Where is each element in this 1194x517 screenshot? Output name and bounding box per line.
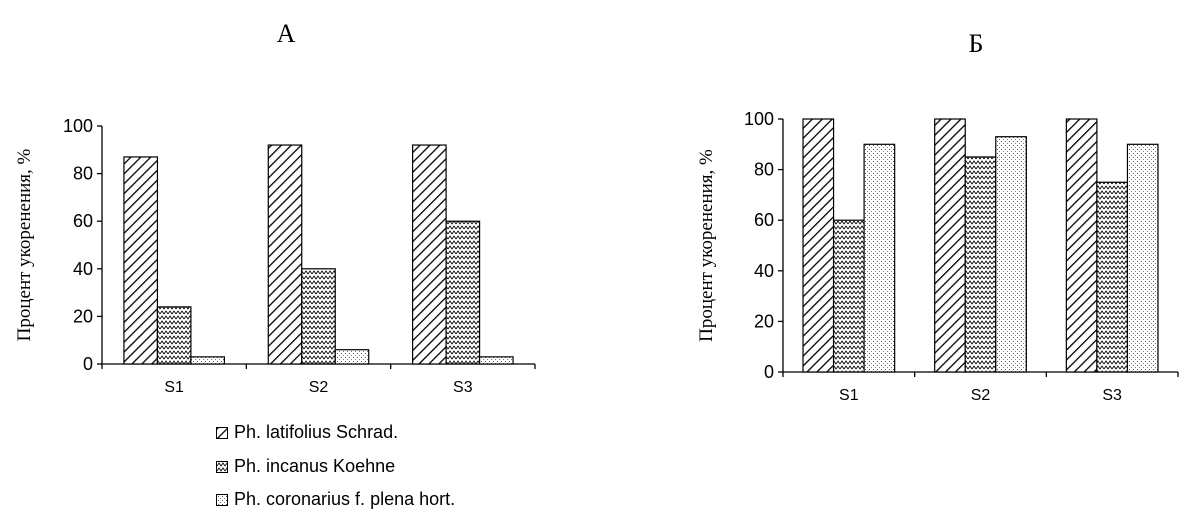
- chart-a: А Процент укоренения, % 0 20 40 60 80 100 S1 S2 S3: [14, 19, 536, 396]
- legend-item-incanus: Ph. incanus Koehne: [216, 456, 395, 477]
- legend-swatch-dots: [216, 493, 228, 506]
- bar-dots: [478, 356, 514, 365]
- bar-diagonal: [934, 118, 966, 373]
- bar-zigzag: [832, 219, 865, 373]
- y-tick-label: 0: [764, 362, 774, 382]
- chart-title: А: [277, 19, 296, 48]
- bar-diagonal: [1065, 118, 1098, 373]
- x-tick-label: S2: [309, 379, 329, 396]
- y-tick-label: 100: [744, 109, 774, 129]
- y-axis-label: Процент укоренения, %: [14, 148, 35, 341]
- bar-diagonal: [802, 118, 835, 373]
- y-tick-label: 100: [63, 116, 93, 136]
- bar-dots: [995, 136, 1027, 373]
- y-tick-label: 80: [754, 160, 774, 180]
- bar-zigzag: [445, 220, 481, 365]
- bar-dots: [334, 349, 370, 365]
- bar-zigzag: [1096, 181, 1129, 373]
- bar-dots: [190, 356, 225, 365]
- chart-b: Б Процент укоренения, % 0 20 40 60 80 100 S1 S2 S3: [696, 29, 1179, 404]
- legend-swatch-zigzag: [216, 460, 228, 473]
- bar-diagonal: [123, 156, 159, 365]
- y-tick-label: 40: [73, 259, 93, 279]
- x-tick-label: S1: [164, 379, 184, 396]
- bar-dots: [863, 143, 896, 373]
- y-tick-label: 60: [754, 210, 774, 230]
- x-tick-label: S3: [453, 379, 473, 396]
- x-tick-label: S3: [1102, 387, 1122, 404]
- x-tick-label: S2: [971, 387, 991, 404]
- bar-zigzag: [964, 156, 997, 373]
- y-tick-label: 60: [73, 211, 93, 231]
- bar-diagonal: [412, 144, 447, 365]
- x-tick-label: S1: [839, 387, 859, 404]
- legend-label: Ph. coronarius f. plena hort.: [234, 489, 456, 509]
- legend-item-coronarius: Ph. coronarius f. plena hort.: [216, 489, 455, 510]
- y-tick-label: 0: [83, 354, 93, 374]
- chart-title: Б: [969, 29, 984, 58]
- y-tick-label: 40: [754, 261, 774, 281]
- legend-label: Ph. incanus Koehne: [234, 456, 396, 476]
- bar-dots: [1126, 143, 1159, 373]
- bar-zigzag: [156, 306, 192, 365]
- y-tick-label: 20: [73, 306, 93, 326]
- legend-item-latifolius: Ph. latifolius Schrad.: [216, 422, 398, 443]
- bar-diagonal: [267, 144, 303, 365]
- bar-zigzag: [301, 268, 336, 365]
- y-axis-label: Процент укоренения, %: [696, 149, 717, 342]
- legend-label: Ph. latifolius Schrad.: [234, 422, 399, 442]
- y-tick-label: 80: [73, 164, 93, 184]
- legend-swatch-diagonal: [216, 426, 228, 439]
- y-tick-label: 20: [754, 311, 774, 331]
